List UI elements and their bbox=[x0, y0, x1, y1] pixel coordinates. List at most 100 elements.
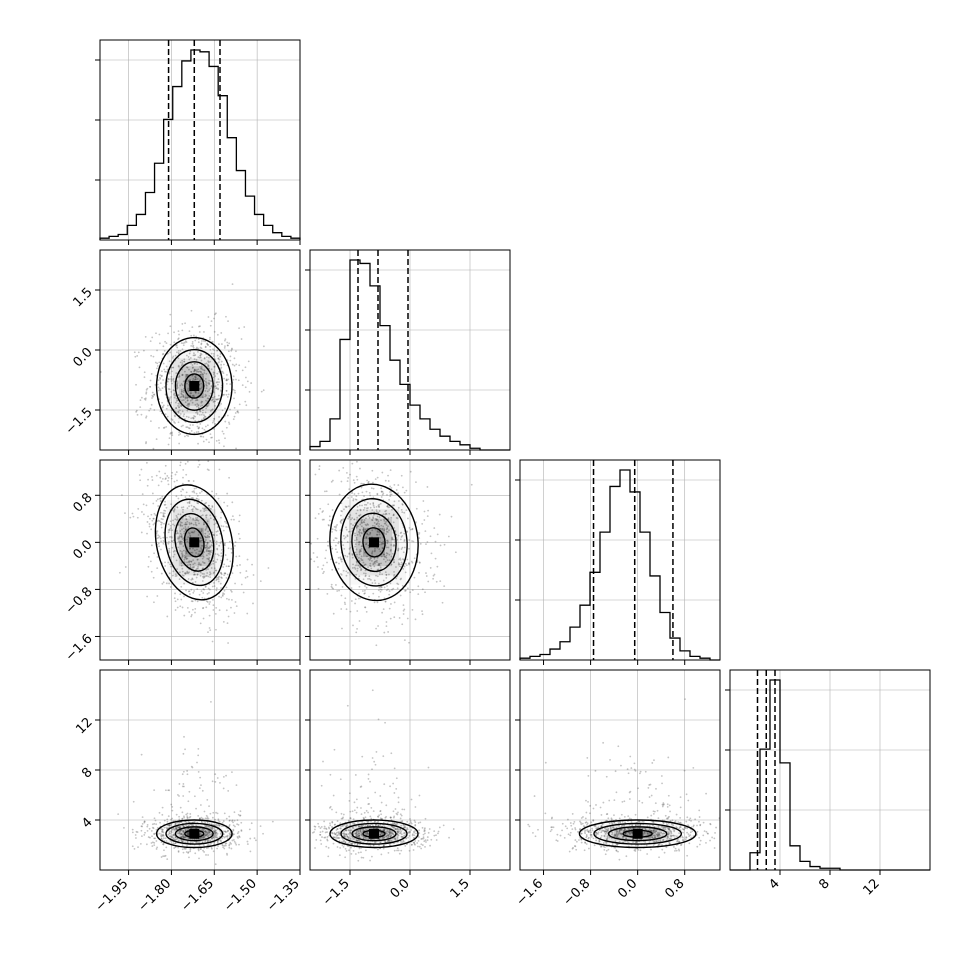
scatter-point bbox=[168, 371, 171, 374]
scatter-point bbox=[169, 431, 172, 434]
scatter-point bbox=[329, 824, 332, 827]
scatter-point bbox=[362, 520, 365, 523]
scatter-point bbox=[211, 780, 214, 783]
scatter-point bbox=[187, 564, 189, 566]
scatter-point bbox=[358, 592, 360, 595]
scatter-point bbox=[140, 468, 143, 471]
scatter-point bbox=[252, 574, 255, 576]
scatter-point bbox=[194, 362, 196, 365]
scatter-point bbox=[171, 529, 173, 532]
scatter-point bbox=[367, 833, 370, 836]
scatter-point bbox=[346, 704, 349, 707]
scatter-point bbox=[379, 795, 382, 797]
scatter-point bbox=[380, 555, 383, 558]
scatter-point bbox=[230, 606, 232, 609]
scatter-point bbox=[231, 347, 233, 350]
scatter-point bbox=[198, 356, 201, 359]
histogram-bin bbox=[640, 532, 650, 660]
scatter-point bbox=[175, 828, 178, 831]
scatter-point bbox=[289, 835, 291, 837]
scatter-point bbox=[196, 498, 198, 500]
scatter-point bbox=[205, 438, 208, 441]
scatter-point bbox=[194, 378, 197, 381]
scatter-point bbox=[195, 492, 198, 495]
scatter-point bbox=[192, 424, 194, 426]
scatter-point bbox=[168, 547, 171, 550]
scatter-point bbox=[362, 561, 365, 564]
scatter-point bbox=[214, 569, 217, 572]
contour-line bbox=[362, 527, 386, 558]
scatter-point bbox=[664, 826, 666, 829]
scatter-point bbox=[222, 775, 225, 778]
scatter-point bbox=[213, 371, 216, 374]
scatter-point bbox=[141, 825, 144, 828]
scatter-point bbox=[191, 416, 194, 419]
scatter-point bbox=[224, 420, 227, 423]
y-tick-label: −1.5 bbox=[63, 405, 96, 438]
scatter-point bbox=[191, 531, 194, 534]
scatter-point bbox=[352, 818, 355, 820]
scatter-point bbox=[358, 826, 360, 828]
scatter-point bbox=[365, 517, 367, 520]
scatter-point bbox=[385, 509, 388, 512]
scatter-point bbox=[158, 426, 160, 429]
scatter-point bbox=[175, 532, 178, 535]
scatter-point bbox=[213, 518, 216, 521]
histogram-bin bbox=[760, 749, 770, 870]
scatter-point bbox=[160, 828, 163, 831]
scatter-point bbox=[200, 400, 203, 403]
scatter-point bbox=[179, 549, 182, 552]
scatter-point bbox=[205, 554, 208, 557]
scatter-point bbox=[180, 562, 183, 564]
scatter-point bbox=[215, 398, 218, 401]
scatter-point bbox=[385, 524, 388, 526]
scatter-point bbox=[151, 835, 153, 838]
scatter-point bbox=[181, 374, 184, 376]
histogram-bin bbox=[650, 576, 660, 660]
scatter-point bbox=[173, 480, 176, 483]
scatter-point bbox=[396, 517, 399, 520]
scatter-point bbox=[191, 578, 194, 581]
scatter-point bbox=[199, 836, 202, 839]
scatter-point bbox=[182, 488, 185, 491]
scatter-point bbox=[396, 831, 399, 833]
scatter-point bbox=[150, 528, 153, 531]
scatter-point bbox=[396, 827, 399, 830]
scatter-point bbox=[149, 836, 151, 839]
scatter-point bbox=[372, 516, 375, 519]
scatter-point bbox=[400, 820, 403, 823]
scatter-point bbox=[197, 356, 200, 359]
scatter-point bbox=[393, 792, 396, 794]
scatter-point bbox=[187, 820, 190, 823]
scatter-point bbox=[160, 856, 163, 858]
scatter-point bbox=[358, 620, 361, 622]
scatter-point bbox=[190, 827, 193, 830]
scatter-point bbox=[174, 575, 177, 578]
scatter-point bbox=[313, 560, 316, 563]
scatter-point bbox=[322, 510, 324, 512]
scatter-point bbox=[339, 556, 342, 559]
scatter-point bbox=[248, 390, 251, 393]
scatter-point bbox=[418, 571, 420, 574]
scatter-point bbox=[211, 505, 214, 507]
scatter-point bbox=[413, 576, 416, 579]
scatter-point bbox=[184, 435, 186, 438]
scatter-point bbox=[169, 832, 172, 835]
scatter-point bbox=[212, 398, 214, 401]
scatter-point bbox=[251, 563, 253, 566]
scatter-point bbox=[237, 411, 240, 414]
scatter-point bbox=[361, 834, 364, 837]
scatter-point bbox=[347, 828, 350, 831]
scatter-point bbox=[153, 552, 155, 555]
scatter-point bbox=[215, 628, 217, 631]
scatter-point bbox=[194, 354, 197, 356]
scatter-point bbox=[197, 563, 200, 566]
scatter-point bbox=[244, 400, 247, 403]
scatter-point bbox=[192, 394, 195, 397]
scatter-point bbox=[347, 530, 350, 533]
scatter-point bbox=[203, 830, 206, 833]
scatter-point bbox=[415, 521, 417, 524]
scatter-point bbox=[355, 831, 357, 834]
scatter-point bbox=[415, 507, 418, 510]
scatter-point bbox=[225, 597, 228, 600]
